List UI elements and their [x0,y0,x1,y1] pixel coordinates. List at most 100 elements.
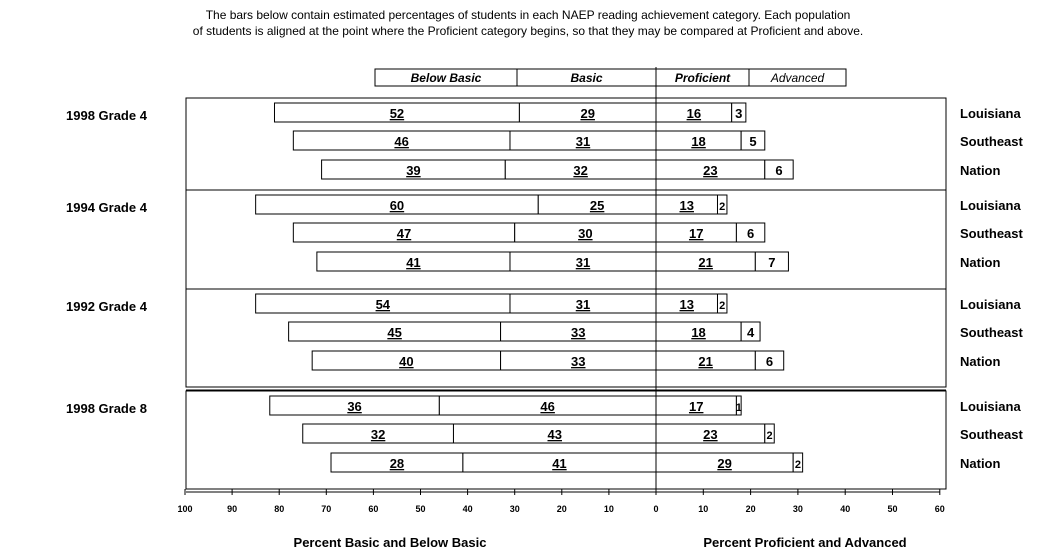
value-label-basic: 33 [571,354,585,369]
x-tick-label-right: 40 [840,504,850,514]
value-label-basic: 29 [580,106,594,121]
bar-advanced [792,452,804,473]
group-label: 1992 Grade 4 [66,299,148,314]
bar-advanced [735,222,766,243]
bar-advanced [754,251,789,272]
x-tick-label-left: 10 [604,504,614,514]
value-label-advanced: 2 [719,300,725,312]
x-tick-label-left: 0 [653,504,658,514]
value-label-proficient: 13 [680,198,694,213]
legend-label-2: Proficient [675,71,731,85]
value-label-basic: 31 [576,255,590,270]
value-label-advanced: 6 [775,163,782,178]
value-label-below-basic: 47 [397,226,411,241]
bar-advanced [735,395,742,416]
value-label-proficient: 23 [703,427,717,442]
x-tick-label-left: 50 [415,504,425,514]
x-tick-label-left: 60 [368,504,378,514]
value-label-below-basic: 52 [390,106,404,121]
intro-line-1: The bars below contain estimated percent… [205,8,851,22]
x-tick-label-right: 50 [887,504,897,514]
group-label: 1998 Grade 4 [66,108,148,123]
population-label: Southeast [960,427,1024,442]
bar-advanced [764,159,794,180]
bar-advanced [740,321,761,342]
value-label-proficient: 18 [691,134,705,149]
value-label-advanced: 6 [747,226,754,241]
x-tick-label-right: 30 [793,504,803,514]
population-label: Louisiana [960,399,1021,414]
x-tick-label-right: 60 [935,504,945,514]
value-label-advanced: 2 [795,459,801,471]
x-tick-label-left: 80 [274,504,284,514]
legend-label-0: Below Basic [411,71,482,85]
value-label-advanced: 2 [766,430,772,442]
value-label-advanced: 2 [719,201,725,213]
legend-swatch-3 [748,68,847,87]
bar-advanced [764,423,775,444]
value-label-advanced: 6 [766,354,773,369]
population-label: Louisiana [960,297,1021,312]
group-label: 1998 Grade 8 [66,401,147,416]
population-label: Southeast [960,226,1024,241]
x-axis-label-left: Percent Basic and Below Basic [293,535,487,550]
value-label-advanced: 1 [736,402,742,414]
bar-advanced [716,293,728,314]
value-label-below-basic: 46 [394,134,408,149]
population-label: Southeast [960,325,1024,340]
value-label-below-basic: 41 [406,255,420,270]
x-tick-label-left: 40 [463,504,473,514]
population-label: Nation [960,456,1001,471]
value-label-below-basic: 28 [390,456,404,471]
population-label: Southeast [960,134,1024,149]
population-label: Nation [960,354,1001,369]
x-tick-label-left: 30 [510,504,520,514]
population-label: Louisiana [960,106,1021,121]
group-label: 1994 Grade 4 [66,200,148,215]
x-tick-label-right: 20 [746,504,756,514]
x-tick-label-left: 20 [557,504,567,514]
value-label-advanced: 4 [747,325,755,340]
value-label-basic: 33 [571,325,585,340]
population-label: Louisiana [960,198,1021,213]
legend-label-3: Advanced [770,71,825,85]
value-label-basic: 41 [552,456,566,471]
value-label-proficient: 18 [691,325,705,340]
population-label: Nation [960,255,1001,270]
value-label-advanced: 3 [735,106,742,121]
x-tick-label-left: 100 [177,504,192,514]
value-label-basic: 32 [573,163,587,178]
x-tick-label-left: 90 [227,504,237,514]
value-label-basic: 30 [578,226,592,241]
value-label-below-basic: 36 [347,399,361,414]
value-label-below-basic: 32 [371,427,385,442]
value-label-basic: 31 [576,134,590,149]
value-label-basic: 43 [548,427,562,442]
value-label-proficient: 21 [698,255,712,270]
value-label-proficient: 29 [717,456,731,471]
value-label-advanced: 7 [768,255,775,270]
x-tick-label-right: 10 [698,504,708,514]
value-label-proficient: 23 [703,163,717,178]
bar-advanced [731,102,747,123]
intro-line-2: of students is aligned at the point wher… [192,24,864,38]
value-label-basic: 46 [540,399,554,414]
value-label-proficient: 16 [687,106,701,121]
x-tick-label-left: 70 [321,504,331,514]
value-label-proficient: 17 [689,399,703,414]
bar-advanced [716,194,728,215]
bar-advanced [740,130,766,151]
value-label-below-basic: 60 [390,198,404,213]
group-frame [185,288,947,388]
value-label-below-basic: 40 [399,354,413,369]
value-label-proficient: 17 [689,226,703,241]
x-axis-label-right: Percent Proficient and Advanced [703,535,907,550]
value-label-below-basic: 39 [406,163,420,178]
group-frame [185,390,947,490]
bar-advanced [754,350,785,371]
value-label-proficient: 13 [680,297,694,312]
legend-label-1: Basic [570,71,602,85]
value-label-basic: 31 [576,297,590,312]
